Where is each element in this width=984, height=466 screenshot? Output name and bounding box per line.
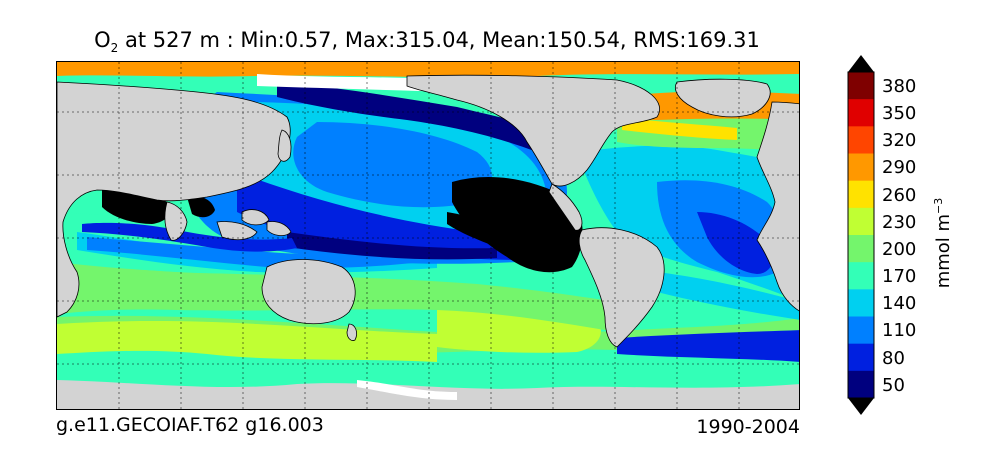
eurasia-africa-land bbox=[57, 81, 291, 318]
colorbar-segment bbox=[848, 316, 874, 345]
colorbar-tick-label: 80 bbox=[882, 347, 905, 369]
colorbar-tick-label: 170 bbox=[882, 266, 917, 288]
colorbar-tick-label: 290 bbox=[882, 157, 917, 179]
band-80-south-atlantic bbox=[617, 330, 799, 362]
south-america-land bbox=[578, 227, 665, 348]
band-290-arctic bbox=[57, 62, 799, 78]
omz-bay-of-bengal bbox=[187, 196, 215, 218]
band-260-subpolar bbox=[622, 117, 737, 140]
colorbar-segment bbox=[848, 262, 874, 290]
india-land bbox=[164, 201, 188, 241]
colorbar-tick-label: 110 bbox=[882, 320, 917, 342]
colorbar-outline bbox=[847, 71, 875, 399]
australia-land bbox=[261, 259, 356, 325]
omz-equatorial-tongue bbox=[447, 212, 522, 252]
colorbar-segments bbox=[848, 72, 874, 399]
new-guinea-land bbox=[266, 221, 292, 236]
colorbar-unit-label: mmol m−3 bbox=[932, 198, 954, 289]
band-140-south-atlantic bbox=[657, 272, 799, 320]
omz-eastern-pacific bbox=[452, 177, 583, 273]
europe-africa-land bbox=[756, 101, 799, 312]
band-50-north-pacific bbox=[277, 82, 547, 152]
colorbar-tick-label: 260 bbox=[882, 184, 917, 206]
title-stats: at 527 m : Min:0.57, Max:315.04, Mean:15… bbox=[118, 28, 760, 52]
colorbar-segment bbox=[848, 99, 874, 127]
colorbar-tick-label: 200 bbox=[882, 238, 917, 260]
colorbar-tick-label: 320 bbox=[882, 130, 917, 152]
band-80-atlantic bbox=[697, 212, 774, 274]
colorbar-segment bbox=[848, 289, 874, 317]
colorbar-segment bbox=[848, 180, 874, 209]
colorbar-tick-label: 140 bbox=[882, 293, 917, 315]
colorbar-segment bbox=[848, 207, 874, 236]
north-america-land bbox=[406, 74, 660, 187]
unit-exponent: −3 bbox=[932, 197, 945, 214]
colorbar-segment bbox=[848, 126, 874, 154]
colorbar-segment bbox=[848, 370, 874, 399]
time-period-label: 1990-2004 bbox=[696, 416, 800, 438]
ocean-oxygen-map bbox=[56, 61, 800, 410]
graticule bbox=[57, 62, 799, 409]
new-zealand-land bbox=[346, 323, 357, 341]
colorbar bbox=[847, 55, 875, 415]
colorbar-tick-label: 350 bbox=[882, 103, 917, 125]
title-variable: O bbox=[94, 28, 111, 52]
map-title: O2 at 527 m : Min:0.57, Max:315.04, Mean… bbox=[0, 28, 854, 55]
map-canvas bbox=[57, 62, 799, 409]
band-80-indian bbox=[82, 222, 297, 252]
central-america-land bbox=[548, 183, 583, 231]
sumatra-land bbox=[216, 221, 258, 241]
model-run-label: g.e11.GECOIAF.T62 g16.003 bbox=[56, 414, 324, 436]
borneo-land bbox=[241, 209, 270, 226]
band-110-north-pacific bbox=[293, 122, 492, 208]
colorbar-extend-bottom bbox=[848, 398, 874, 415]
colorbar-tick-label: 50 bbox=[882, 374, 905, 396]
colorbar-extend-top bbox=[848, 55, 874, 72]
japan-land bbox=[277, 129, 292, 162]
colorbar-segment bbox=[848, 235, 874, 263]
unit-base: mmol m bbox=[933, 213, 954, 289]
band-230-south bbox=[57, 321, 437, 362]
colorbar-segment bbox=[848, 72, 874, 100]
colorbar-segment bbox=[848, 343, 874, 372]
colorbar-tick-label: 380 bbox=[882, 75, 917, 97]
band-140-indian bbox=[77, 232, 437, 273]
greenland-land bbox=[675, 78, 771, 118]
band-50-equatorial-south bbox=[287, 232, 497, 260]
antarctic-ice bbox=[357, 380, 457, 400]
colorbar-tick-label: 230 bbox=[882, 211, 917, 233]
colorbar-segment bbox=[848, 153, 874, 182]
title-subscript: 2 bbox=[110, 41, 119, 56]
